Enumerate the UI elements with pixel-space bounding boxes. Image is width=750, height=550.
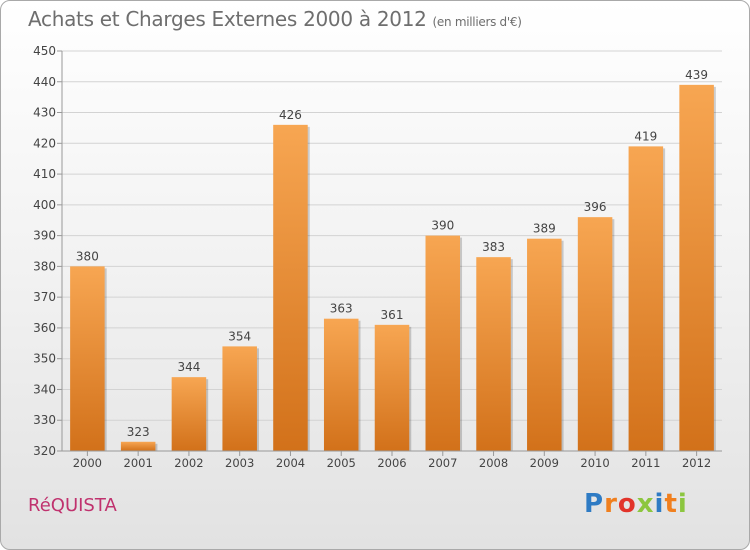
x-tick-label: 2008 bbox=[479, 456, 508, 470]
bar-value-label: 354 bbox=[228, 329, 251, 343]
bar bbox=[679, 84, 714, 451]
y-tick-label: 430 bbox=[33, 106, 56, 120]
axes: 320 330 340 350 360 370 380 390 400 410 420 430 440 4… bbox=[33, 44, 722, 470]
bar bbox=[273, 124, 308, 451]
y-tick-label: 320 bbox=[33, 444, 56, 458]
y-tick-label: 410 bbox=[33, 167, 56, 181]
x-tick-label: 2010 bbox=[580, 456, 609, 470]
x-tick-label: 2005 bbox=[327, 456, 356, 470]
x-tick-label: 2000 bbox=[73, 456, 102, 470]
bar bbox=[527, 238, 562, 451]
logo-letter: i bbox=[654, 489, 665, 519]
y-tick-label: 370 bbox=[33, 290, 56, 304]
y-tick-label: 340 bbox=[33, 382, 56, 396]
x-tick-label: 2007 bbox=[428, 456, 457, 470]
y-tick-label: 350 bbox=[33, 352, 56, 366]
logo-letter: x bbox=[636, 489, 655, 519]
y-tick-label: 380 bbox=[33, 259, 56, 273]
logo-letter: t bbox=[664, 489, 678, 519]
chart-title-text: Achats et Charges Externes 2000 à 2012 bbox=[28, 7, 427, 31]
bars bbox=[70, 84, 716, 451]
proxiti-logo: Proxiti bbox=[584, 489, 688, 519]
bar bbox=[374, 324, 410, 451]
bar-value-label: 426 bbox=[279, 108, 302, 122]
location-name: RéQUISTA bbox=[28, 495, 117, 516]
bar-value-label: 419 bbox=[634, 129, 657, 143]
bar-value-label: 439 bbox=[685, 68, 708, 82]
x-tick-label: 2003 bbox=[225, 456, 254, 470]
x-tick-label: 2012 bbox=[682, 456, 711, 470]
bar bbox=[628, 146, 664, 451]
x-tick-label: 2009 bbox=[530, 456, 559, 470]
bar bbox=[70, 266, 105, 451]
y-tick-label: 360 bbox=[33, 321, 56, 335]
x-tick-label: 2001 bbox=[124, 456, 153, 470]
bar-value-label: 323 bbox=[127, 425, 150, 439]
bar bbox=[476, 257, 511, 451]
x-tick-label: 2002 bbox=[174, 456, 203, 470]
x-tick-label: 2004 bbox=[276, 456, 305, 470]
y-tick-label: 330 bbox=[33, 413, 56, 427]
bar-value-label: 361 bbox=[381, 308, 404, 322]
bar bbox=[323, 318, 359, 451]
logo-letter: o bbox=[617, 489, 637, 519]
y-tick-label: 440 bbox=[33, 75, 56, 89]
chart-title: Achats et Charges Externes 2000 à 2012 (e… bbox=[28, 7, 522, 31]
x-tick-label: 2011 bbox=[631, 456, 660, 470]
chart-subtitle: (en milliers d'€) bbox=[432, 15, 522, 29]
bar-value-label: 390 bbox=[431, 219, 454, 233]
data-labels: 380 323 344 354 426 363 361 390 383 389 396 419 439 bbox=[76, 68, 708, 439]
bar-value-label: 363 bbox=[330, 302, 353, 316]
y-tick-label: 390 bbox=[33, 229, 56, 243]
bar-value-label: 396 bbox=[584, 200, 607, 214]
x-tick-label: 2006 bbox=[377, 456, 406, 470]
bar bbox=[171, 377, 207, 451]
y-tick-label: 420 bbox=[33, 136, 56, 150]
y-tick-label: 450 bbox=[33, 44, 56, 58]
bar-value-label: 380 bbox=[76, 249, 99, 263]
bar-value-label: 383 bbox=[482, 240, 505, 254]
logo-letter: P bbox=[584, 489, 605, 519]
y-tick-label: 400 bbox=[33, 198, 56, 212]
logo-letter: i bbox=[677, 489, 688, 519]
bar-value-label: 389 bbox=[533, 222, 556, 236]
bar bbox=[222, 346, 257, 451]
bar-value-label: 344 bbox=[177, 360, 200, 374]
logo-letter: r bbox=[604, 489, 618, 519]
bar bbox=[425, 235, 461, 451]
bar bbox=[577, 217, 613, 451]
bar bbox=[120, 441, 156, 451]
